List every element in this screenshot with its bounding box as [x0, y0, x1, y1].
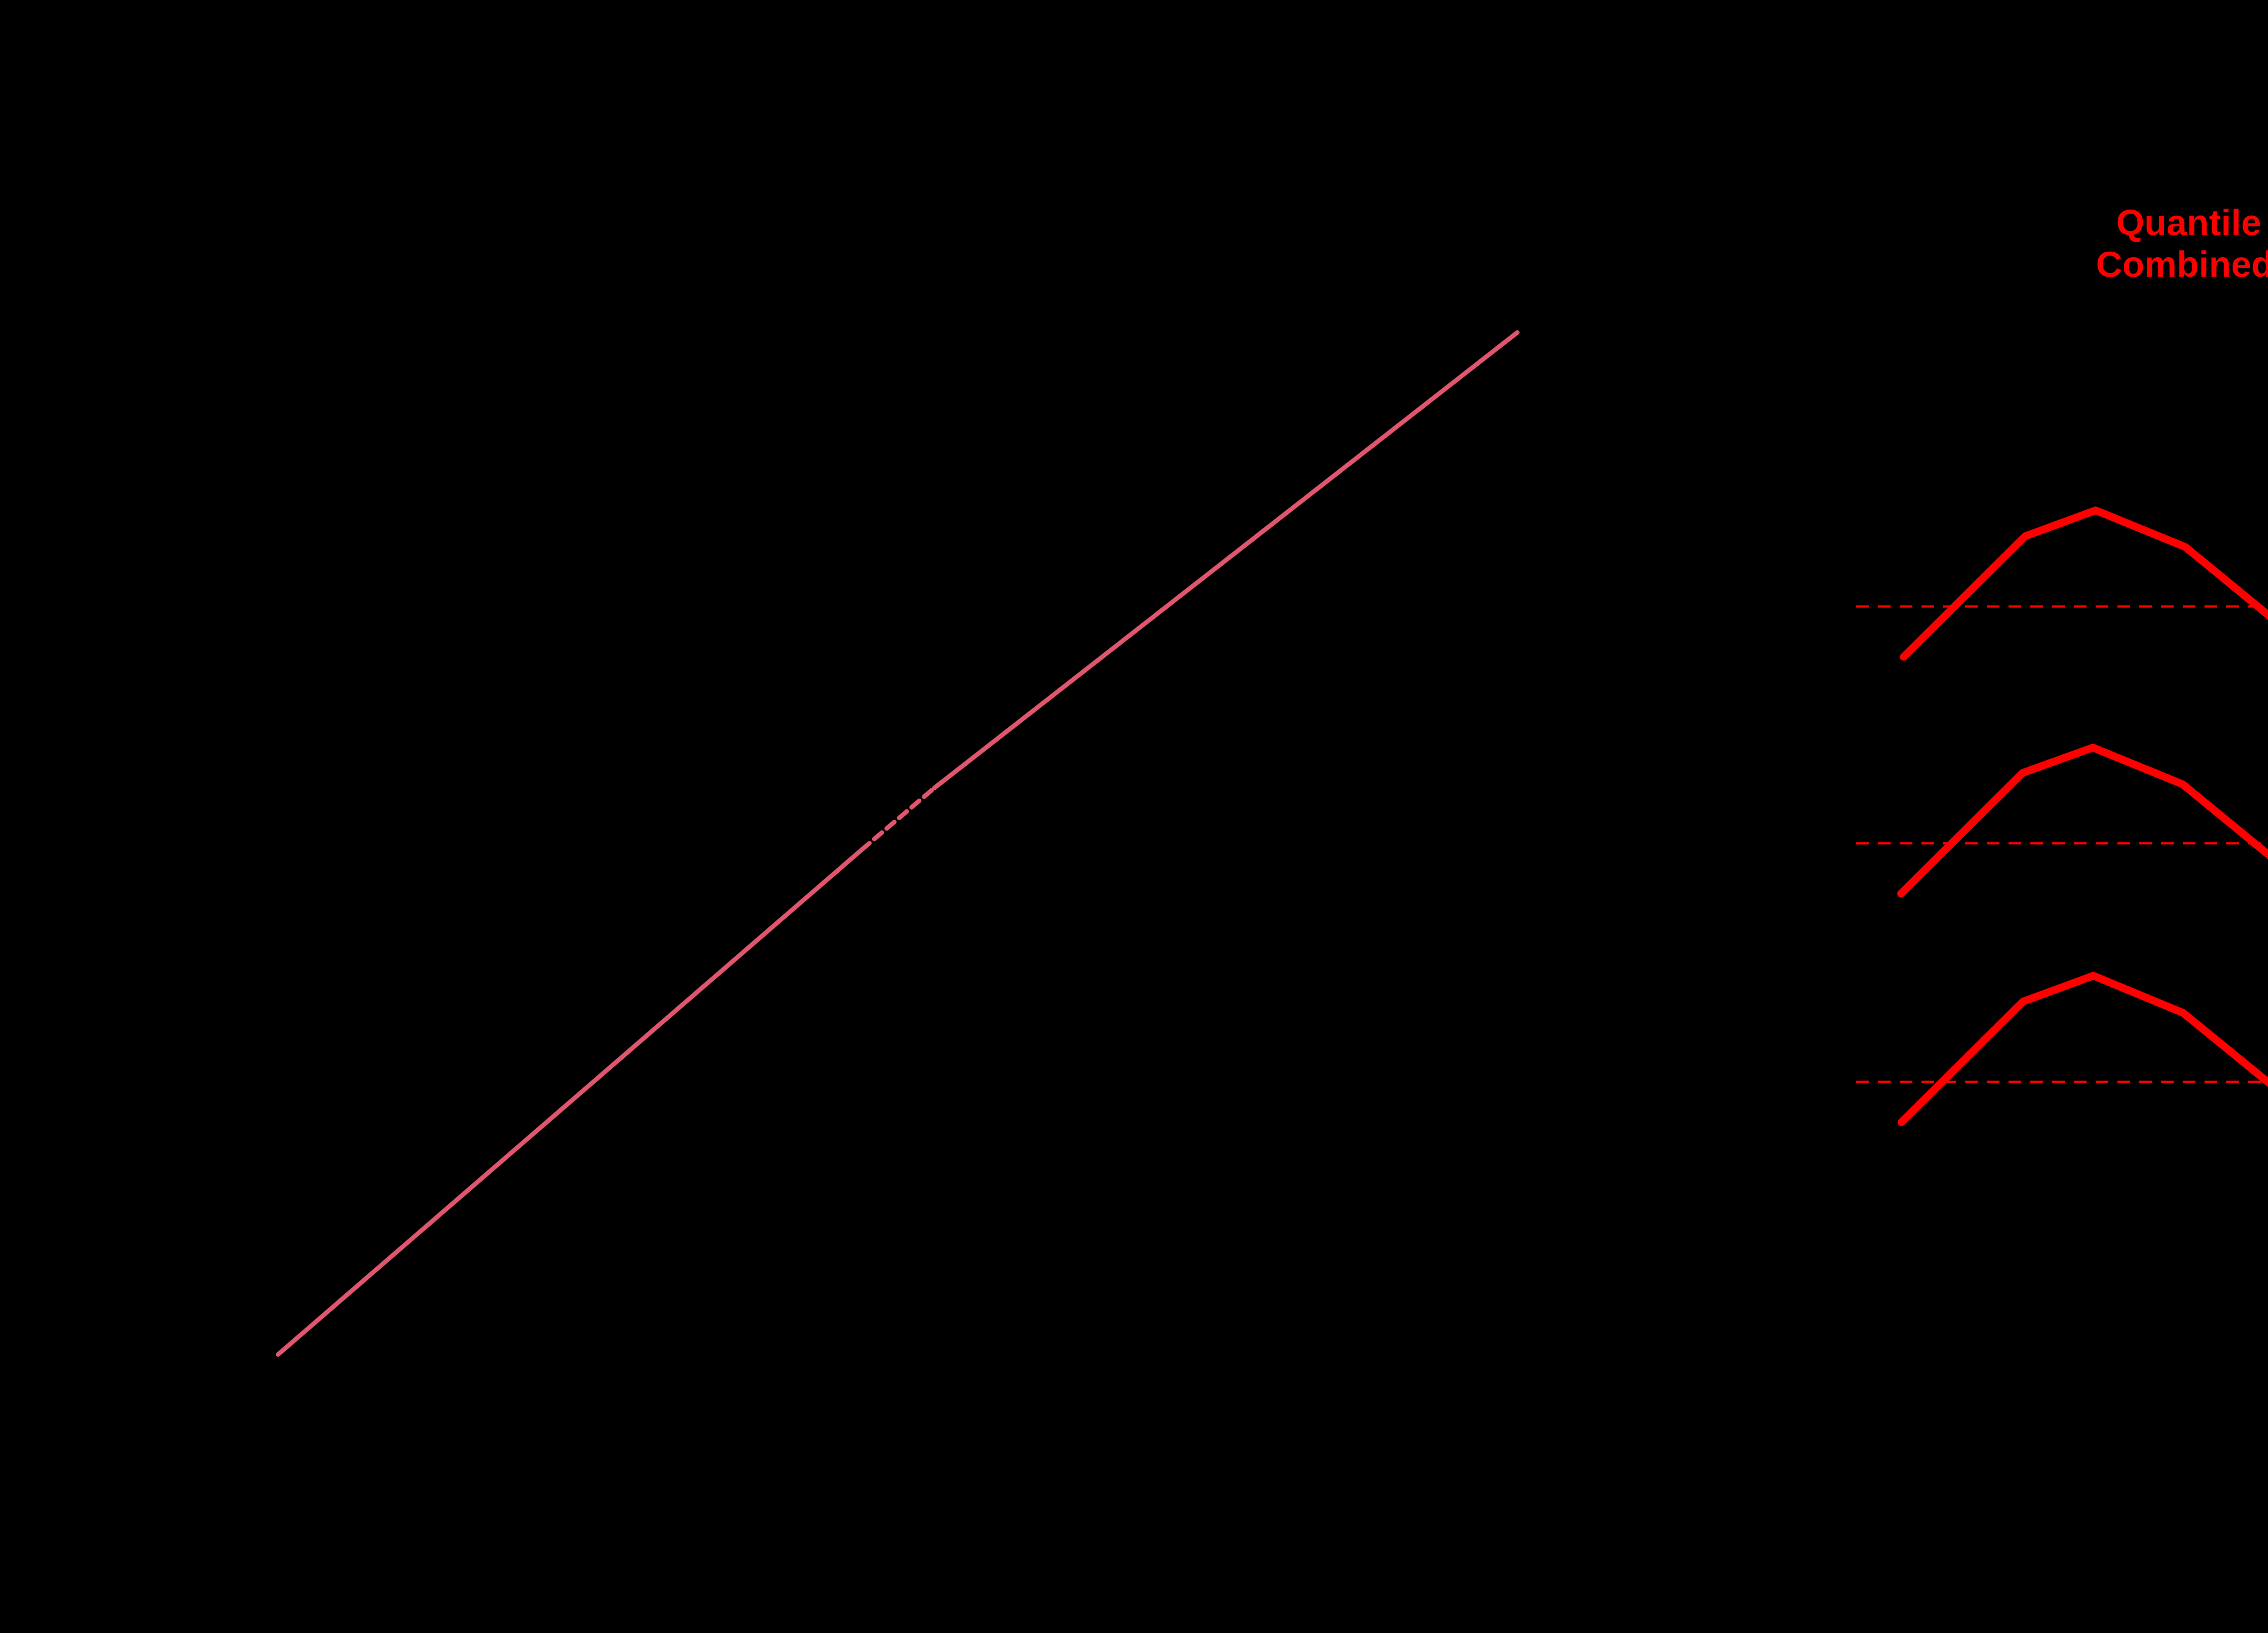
svg-text:Combined adjusted quantile tes: Combined adjusted quantile test signific… — [2096, 244, 2268, 284]
svg-text:Quantile deviations detected (: Quantile deviations detected (red curves… — [2116, 202, 2268, 243]
